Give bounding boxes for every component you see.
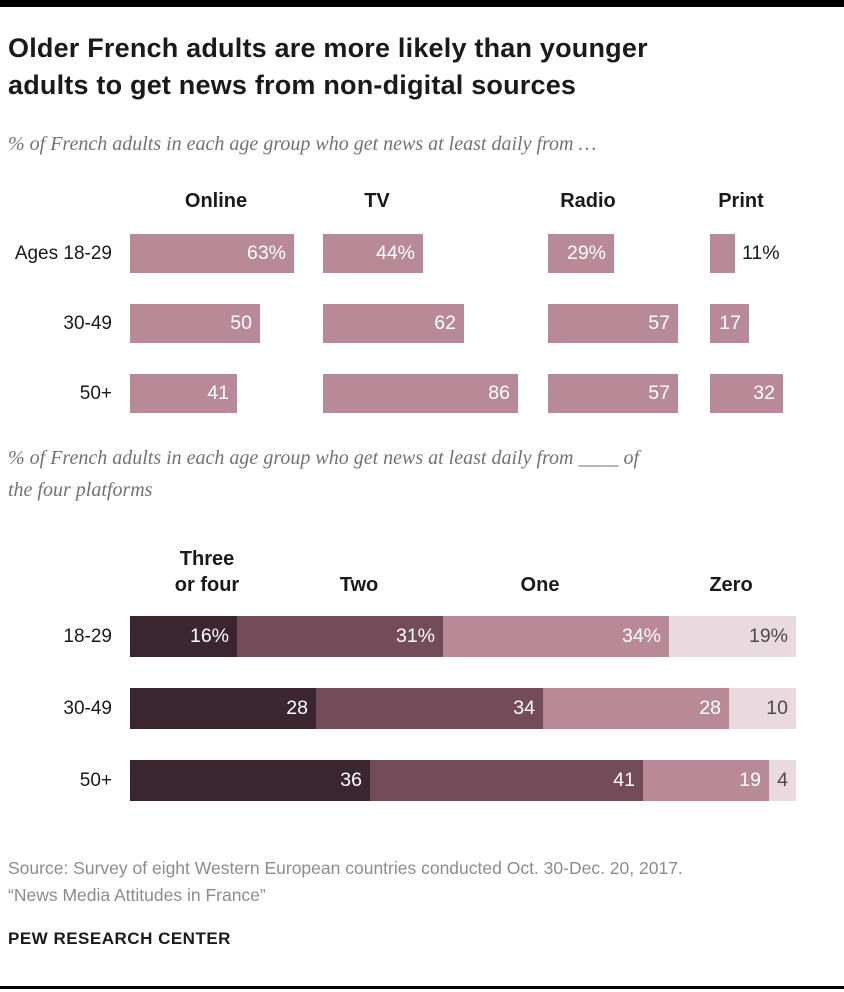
segment-value-label: 4 [777, 769, 788, 791]
segment-value-label: 31% [395, 625, 435, 647]
row-label-18-29: 18-29 [63, 626, 112, 647]
bar-radio-ages-18-29: 29% [548, 234, 614, 273]
column-header-two: Two [339, 574, 379, 596]
segment-value-label: 41 [613, 769, 635, 791]
chart2-description: % of French adults in each age group who… [8, 442, 808, 506]
bar-print-ages-18-29: 11% [710, 234, 780, 273]
bar-radio-50: 57 [548, 374, 678, 413]
segment-three-or-four-30-49: 28 [130, 688, 316, 729]
chart1-description: % of French adults in each age group who… [8, 133, 597, 155]
bar-print-30-49: 17 [710, 304, 749, 343]
segment-one-18-29: 34% [443, 616, 669, 657]
row-label-30-49: 30-49 [63, 698, 112, 719]
segment-one-30-49: 28 [543, 688, 729, 729]
bar-value-label: 41 [207, 382, 229, 404]
column-header-tv: TV [364, 190, 390, 212]
source-line-1: Source: Survey of eight Western European… [8, 858, 683, 878]
bar-radio-30-49: 57 [548, 304, 678, 343]
segment-value-label: 19% [748, 625, 788, 647]
segment-two-50: 41 [370, 760, 643, 801]
pew-research-center-wordmark: PEW RESEARCH CENTER [8, 929, 231, 948]
segment-two-18-29: 31% [237, 616, 443, 657]
bar-value-label: 44% [375, 242, 415, 264]
bar-online-ages-18-29: 63% [130, 234, 294, 273]
segment-two-30-49: 34 [316, 688, 543, 729]
grouped-bar-chart: Online TV Radio Print Ages 18-29 63% 44% 29% 11%… [0, 186, 844, 428]
column-header-three-or-four: Three or four [174, 548, 240, 596]
segment-three-or-four-50: 36 [130, 760, 370, 801]
row-label-ages-18-29: Ages 18-29 [14, 243, 112, 264]
segment-value-label: 34 [513, 697, 535, 719]
segment-value-label: 34% [621, 625, 661, 647]
segment-value-label: 28 [286, 697, 308, 719]
segment-zero-50: 4 [769, 760, 796, 801]
bar-online-30-49: 50 [130, 304, 260, 343]
stacked-bar-chart: Three or four Two One Zero 18-29 16% 31% 34% 19%… [0, 540, 844, 802]
bar-value-label: 57 [648, 312, 670, 334]
source-line-2: “News Media Attitudes in France” [8, 885, 266, 905]
bar-value-label: 17 [719, 312, 741, 334]
segment-value-label: 36 [340, 769, 362, 791]
bar-print-50: 32 [710, 374, 783, 413]
title-line-1: Older French adults are more likely than… [8, 33, 648, 63]
column-header-online: Online [184, 190, 248, 212]
column-header-one: One [520, 574, 560, 596]
bar-value-label: 11% [742, 242, 780, 264]
bar-tv-30-49: 62 [323, 304, 464, 343]
row-label-50: 50+ [79, 770, 112, 791]
column-header-zero: Zero [709, 574, 753, 596]
title-line-2: adults to get news from non-digital sour… [8, 70, 577, 100]
row-label-30-49: 30-49 [63, 313, 112, 334]
chart2-description-line-2: the four platforms [8, 479, 153, 501]
segment-value-label: 10 [766, 697, 788, 719]
column-header-radio: Radio [560, 190, 616, 212]
top-border [0, 0, 844, 7]
segment-value-label: 16% [189, 625, 229, 647]
bar-tv-ages-18-29: 44% [323, 234, 423, 273]
bar-value-label: 57 [648, 382, 670, 404]
row-label-50: 50+ [79, 383, 112, 404]
bar-value-label: 32 [753, 382, 775, 404]
segment-one-50: 19 [643, 760, 769, 801]
segment-value-label: 19 [739, 769, 761, 791]
bar-value-label: 86 [488, 382, 510, 404]
column-header-print: Print [718, 190, 764, 212]
segment-zero-18-29: 19% [669, 616, 796, 657]
bar-tv-50: 86 [323, 374, 518, 413]
bottom-border [0, 986, 844, 989]
page-title: Older French adults are more likely than… [8, 30, 808, 104]
segment-value-label: 28 [699, 697, 721, 719]
segment-three-or-four-18-29: 16% [130, 616, 237, 657]
source-note: Source: Survey of eight Western European… [8, 855, 828, 909]
bar-online-50: 41 [130, 374, 237, 413]
bar-value-label: 29% [566, 242, 606, 264]
chart2-description-line-1: % of French adults in each age group who… [8, 447, 640, 469]
segment-zero-30-49: 10 [729, 688, 796, 729]
bar-value-label: 63% [246, 242, 286, 264]
bar-value-label: 50 [230, 312, 252, 334]
bar-value-label: 62 [434, 312, 456, 334]
